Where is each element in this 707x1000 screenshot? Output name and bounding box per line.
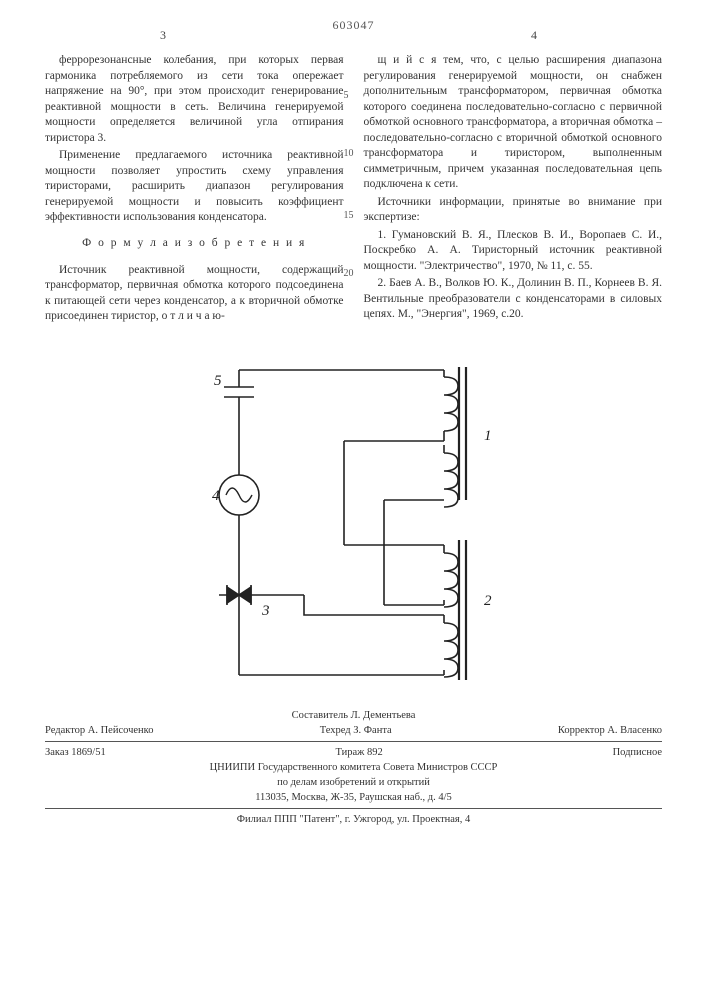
right-para-1: щ и й с я тем, что, с целью расширения д… — [364, 53, 663, 193]
footer-corrector: Корректор А. Власенко — [558, 725, 662, 736]
reference-1: 1. Гумановский В. Я., Плесков В. И., Вор… — [364, 228, 663, 275]
footer-addr: 113035, Москва, Ж-35, Раушская наб., д. … — [45, 790, 662, 805]
footer-inst1: ЦНИИПИ Государственного комитета Совета … — [45, 760, 662, 775]
label-4: 4 — [212, 488, 220, 504]
left-column: феррорезонансные колебания, при которых … — [45, 53, 344, 327]
page-number-left: 3 — [160, 28, 166, 43]
reference-2: 2. Баев А. В., Волков Ю. К., Долинин В. … — [364, 276, 663, 323]
footer-rule-1 — [45, 741, 662, 742]
text-columns: феррорезонансные колебания, при которых … — [45, 53, 662, 327]
left-para-2: Применение предлагаемого источника реакт… — [45, 148, 344, 226]
label-3: 3 — [261, 603, 270, 619]
circuit-diagram: 1 2 3 4 5 — [184, 345, 524, 690]
page-number-right: 4 — [531, 28, 537, 43]
footer: Составитель Л. Дементьева Редактор А. Пе… — [45, 708, 662, 827]
line-marker-15: 15 — [344, 210, 354, 221]
right-column: щ и й с я тем, что, с целью расширения д… — [364, 53, 663, 327]
document-number: 603047 — [333, 18, 375, 33]
left-para-1: феррорезонансные колебания, при которых … — [45, 53, 344, 146]
line-marker-10: 10 — [344, 148, 354, 159]
right-para-2: Источники информации, принятые во вниман… — [364, 195, 663, 226]
footer-tirage: Тираж 892 — [335, 747, 382, 758]
label-1: 1 — [484, 428, 492, 444]
footer-order: Заказ 1869/51 — [45, 747, 106, 758]
footer-editor: Редактор А. Пейсоченко — [45, 725, 153, 736]
footer-sub: Подписное — [613, 747, 662, 758]
footer-filial: Филиал ППП "Патент", г. Ужгород, ул. Про… — [45, 812, 662, 827]
footer-inst2: по делам изобретений и открытий — [45, 775, 662, 790]
line-marker-20: 20 — [344, 268, 354, 279]
label-2: 2 — [484, 593, 492, 609]
footer-rule-2 — [45, 808, 662, 809]
circuit-svg: 1 2 3 4 5 — [184, 345, 524, 690]
formula-heading: Ф о р м у л а и з о б р е т е н и я — [45, 236, 344, 252]
label-5: 5 — [214, 373, 222, 389]
left-para-3: Источник реактивной мощности, содержащий… — [45, 263, 344, 325]
footer-compiler: Составитель Л. Дементьева — [45, 708, 662, 723]
line-marker-5: 5 — [344, 90, 349, 101]
footer-techred: Техред З. Фанта — [320, 725, 392, 736]
